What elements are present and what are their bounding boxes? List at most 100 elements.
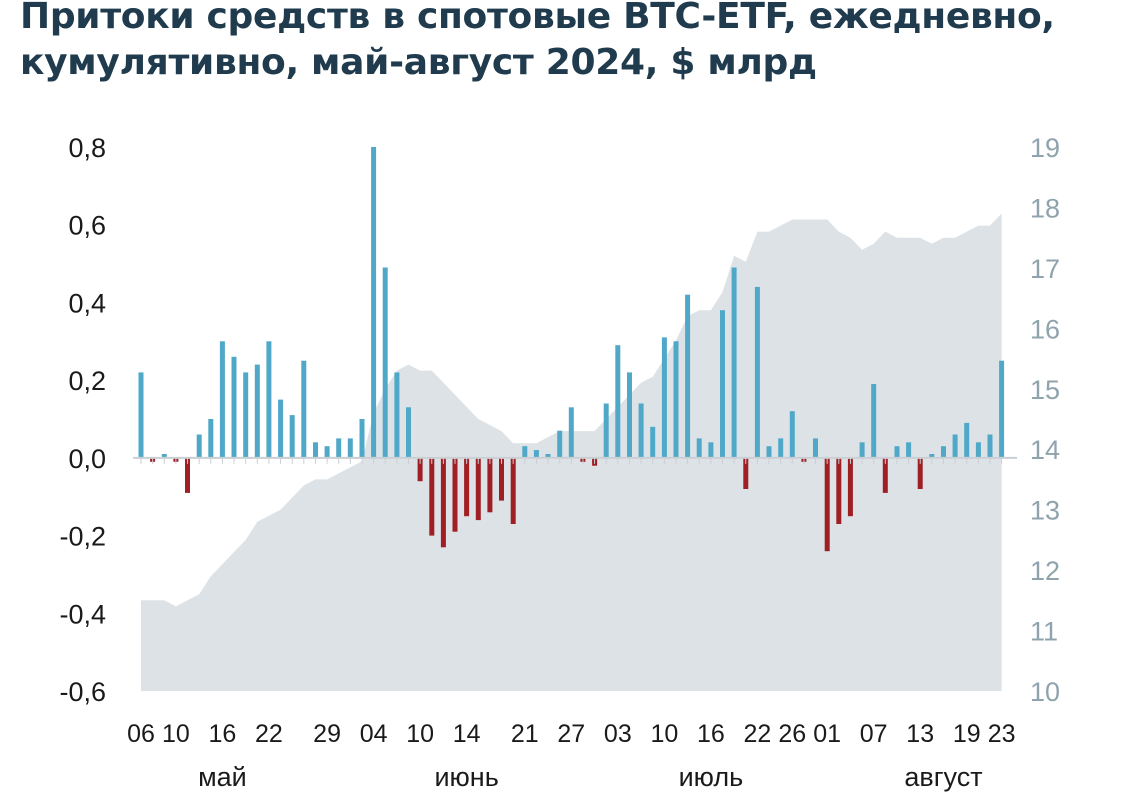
x-tick-label: 22 (255, 720, 283, 748)
daily-flow-bar (522, 446, 528, 458)
daily-flow-bar (313, 442, 318, 458)
chart-title-line-1: Притоки средств в спотовые BTC-ETF, ежед… (20, 0, 1055, 37)
daily-flow-bar (847, 457, 853, 517)
daily-flow-bar (510, 457, 516, 524)
daily-flow-bar (871, 384, 877, 458)
daily-flow-bar (347, 438, 353, 458)
y-right-tick-label: 16 (1030, 314, 1060, 344)
x-tick-label: 06 (127, 720, 155, 748)
daily-flow-bar (859, 442, 865, 458)
daily-flow-bar (243, 372, 249, 458)
x-tick-label: 16 (209, 720, 237, 748)
x-tick-label: 01 (813, 720, 841, 748)
x-tick-label: 27 (557, 720, 585, 748)
month-label: июль (679, 762, 744, 792)
y-left-tick-label: -0,6 (59, 677, 106, 707)
daily-flow-bar (417, 457, 423, 482)
y-right-tick-label: 19 (1030, 133, 1060, 163)
daily-flow-bar (952, 434, 958, 458)
y-right-tick-label: 11 (1030, 617, 1058, 647)
daily-flow-bar (743, 457, 749, 489)
daily-flow-bar (406, 407, 411, 458)
daily-flow-bar (836, 457, 842, 524)
daily-flow-bar (603, 403, 609, 458)
month-label: июнь (434, 762, 498, 792)
daily-flow-bar (999, 360, 1005, 458)
y-right-tick-label: 14 (1030, 435, 1060, 465)
y-left-tick-label: 0,6 (68, 211, 106, 241)
x-tick-label: 29 (313, 720, 341, 748)
daily-flow-bar (475, 457, 481, 521)
x-tick-label: 22 (743, 720, 771, 748)
x-tick-label: 07 (860, 720, 888, 748)
month-label: май (198, 762, 247, 792)
y-left-tick-label: 0,0 (68, 444, 106, 474)
daily-flow-bar (987, 434, 993, 458)
daily-flow-bar (766, 446, 772, 458)
y-left-tick-label: 0,2 (68, 366, 106, 396)
daily-flow-bar (440, 457, 446, 548)
daily-flow-bar (219, 341, 225, 458)
daily-flow-bar (731, 267, 737, 458)
y-left-tick-label: 0,4 (68, 288, 106, 318)
y-right-tick-label: 15 (1030, 375, 1060, 405)
daily-flow-bar (638, 403, 644, 458)
daily-flow-bar (324, 446, 330, 458)
daily-flow-bar (906, 442, 912, 458)
x-tick-label: 13 (906, 720, 934, 748)
daily-flow-bar (196, 434, 202, 458)
daily-flow-bar (161, 454, 167, 458)
y-right-tick-label: 17 (1030, 254, 1060, 284)
daily-flow-bar (894, 446, 900, 458)
x-tick-label: 03 (604, 720, 632, 748)
y-right-tick-label: 13 (1030, 496, 1060, 526)
daily-flow-bar (789, 411, 795, 458)
daily-flow-bar (278, 399, 284, 458)
daily-flow-bar (371, 147, 377, 458)
daily-flow-bar (394, 372, 400, 458)
daily-flow-bar (266, 341, 272, 458)
x-tick-label: 10 (650, 720, 678, 748)
x-tick-label: 19 (953, 720, 981, 748)
daily-flow-bar (661, 337, 667, 458)
x-tick-label: 21 (511, 720, 539, 748)
daily-flow-bar (301, 360, 307, 458)
daily-flow-bar (754, 286, 760, 458)
chart-title: Притоки средств в спотовые BTC-ETF, ежед… (20, 0, 1130, 86)
daily-flow-bar (208, 419, 214, 458)
daily-flow-bar (627, 372, 632, 458)
tick-labels-layer: 0,8 0,6 0,4 0,2 0,0 -0,2 -0,4 -0,6 19 18 17 16 15 14 1… (59, 133, 1060, 792)
month-label: август (904, 762, 982, 792)
daily-flow-bar (929, 454, 935, 458)
x-tick-label: 10 (162, 720, 190, 748)
daily-flow-bar (464, 457, 470, 517)
daily-flow-bar (824, 457, 830, 552)
y-left-tick-label: -0,4 (59, 599, 106, 629)
daily-flow-bar (615, 345, 621, 458)
daily-flow-bar (708, 442, 714, 458)
x-tick-label: 10 (406, 720, 434, 748)
daily-flow-bar (673, 341, 679, 458)
x-tick-label: 16 (697, 720, 725, 748)
daily-bars-layer (138, 147, 1005, 552)
daily-flow-bar (545, 454, 551, 458)
daily-flow-bar (557, 430, 563, 458)
daily-flow-bar (254, 364, 260, 458)
chart-title-line-2: кумулятивно, май-август 2024, $ млрд (20, 42, 817, 83)
daily-flow-bar (975, 442, 981, 458)
daily-flow-bar (696, 438, 702, 458)
daily-flow-bar (499, 457, 504, 501)
y-right-tick-label: 18 (1030, 193, 1060, 223)
axis-layer (133, 456, 1017, 464)
daily-flow-bar (382, 267, 388, 458)
y-right-tick-label: 10 (1030, 677, 1060, 707)
daily-flow-bar (650, 426, 656, 458)
daily-flow-bar (964, 422, 970, 458)
x-tick-label: 04 (360, 720, 388, 748)
y-left-tick-label: 0,8 (68, 133, 106, 163)
daily-flow-bar (138, 372, 144, 458)
x-tick-label: 23 (988, 720, 1016, 748)
daily-flow-bar (533, 450, 539, 458)
x-tick-label: 14 (453, 720, 481, 748)
